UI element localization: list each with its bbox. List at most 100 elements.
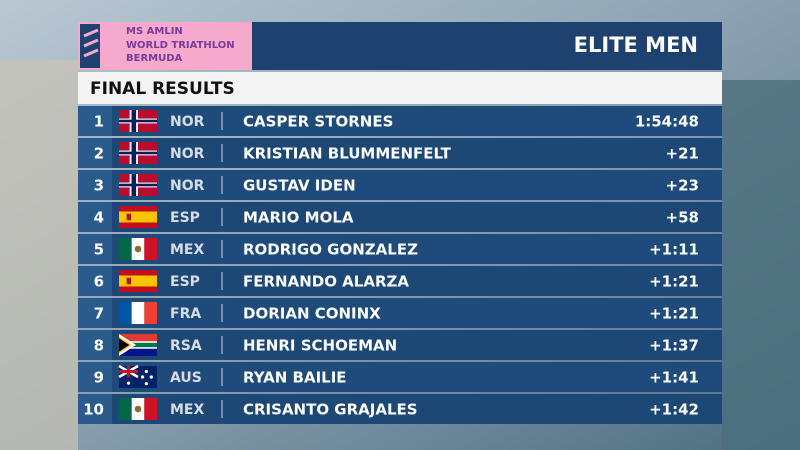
row-background	[78, 266, 722, 296]
rank-cell	[78, 234, 112, 264]
rank-cell	[78, 138, 112, 168]
flag-part	[144, 382, 148, 386]
result-row: 3 NOR GUSTAV IDEN +23	[78, 170, 722, 200]
athlete-name: MARIO MOLA	[243, 209, 354, 227]
flag	[118, 364, 157, 388]
time: +23	[666, 177, 699, 195]
results-table: 1 NOR CASPER STORNES 1:54:48 2 NOR KRISTIAN BL…	[78, 106, 722, 424]
rank: 9	[94, 369, 104, 387]
flag-part	[144, 238, 157, 260]
title: ELITE MEN	[574, 33, 698, 57]
flag-part	[140, 375, 145, 379]
result-row: 7 FRA DORIAN CONINX +1:21	[78, 298, 722, 328]
rank-cell	[78, 330, 112, 360]
logo-stripes	[83, 28, 99, 58]
flag-part	[126, 381, 131, 385]
flag-part	[119, 275, 157, 287]
country-code: MEX	[170, 402, 204, 418]
country-code: NOR	[170, 178, 205, 194]
flag-part	[134, 405, 142, 413]
time: +21	[666, 145, 699, 163]
result-row: 1 NOR CASPER STORNES 1:54:48	[78, 106, 722, 136]
row-background	[78, 394, 722, 424]
rank: 4	[94, 209, 104, 227]
background-water	[722, 80, 800, 450]
result-row: 9 AUS RYAN BAILIE +1:41	[78, 362, 722, 392]
rank-cell	[78, 362, 112, 392]
row-background	[78, 234, 722, 264]
row-background	[78, 138, 722, 168]
time: +58	[666, 209, 699, 227]
flag-part	[149, 375, 153, 379]
athlete-name: HENRI SCHOEMAN	[243, 337, 397, 355]
rank-cell	[78, 394, 112, 424]
athlete-name: FERNANDO ALARZA	[243, 273, 409, 291]
country-code: AUS	[170, 370, 202, 386]
athlete-name: DORIAN CONINX	[243, 305, 381, 323]
country-code: RSA	[170, 338, 202, 354]
logo-text: WORLD TRIATHLON	[126, 40, 235, 51]
flag-part	[119, 334, 157, 345]
result-row: 4 ESP MARIO MOLA +58	[78, 202, 722, 232]
country-code: MEX	[170, 242, 204, 258]
flag	[119, 206, 157, 228]
logo-box	[78, 22, 252, 70]
flag	[119, 142, 157, 164]
athlete-name: RYAN BAILIE	[243, 369, 347, 387]
result-row: 5 MEX RODRIGO GONZALEZ +1:11	[78, 234, 722, 264]
row-background	[78, 202, 722, 232]
athlete-name: CASPER STORNES	[243, 113, 393, 131]
flag-part	[119, 151, 157, 155]
country-code: NOR	[170, 114, 205, 130]
flag	[119, 238, 157, 260]
rank-cell	[78, 106, 112, 136]
flag-part	[119, 345, 157, 356]
rank: 6	[94, 273, 104, 291]
result-row: 8 RSA HENRI SCHOEMAN +1:37	[78, 330, 722, 360]
subtitle-bar	[78, 72, 722, 104]
background-building	[0, 60, 78, 450]
flag-part	[126, 213, 132, 221]
athlete-name: GUSTAV IDEN	[243, 177, 356, 195]
result-row: 6 ESP FERNANDO ALARZA +1:21	[78, 266, 722, 296]
row-background	[78, 362, 722, 392]
logo-text: MS AMLIN	[126, 26, 183, 37]
time: +1:21	[649, 305, 699, 323]
flag-part	[119, 370, 138, 373]
flag-part	[119, 342, 157, 348]
rank: 3	[94, 177, 104, 195]
rank: 8	[94, 337, 104, 355]
flag-part	[119, 119, 157, 123]
flag	[119, 398, 157, 420]
rank-cell	[78, 298, 112, 328]
rank-cell	[78, 202, 112, 232]
flag-part	[119, 211, 157, 223]
country-code: ESP	[170, 274, 200, 290]
time: +1:42	[649, 401, 699, 419]
flag	[119, 110, 157, 132]
flag-part	[119, 302, 132, 324]
flag-part	[119, 183, 157, 187]
flag	[119, 270, 157, 292]
rank: 2	[94, 145, 104, 163]
flag-part	[144, 302, 157, 324]
athlete-name: RODRIGO GONZALEZ	[243, 241, 418, 259]
flag-part	[119, 338, 130, 352]
rank: 10	[83, 401, 104, 419]
flag	[119, 302, 157, 324]
flag-part	[144, 398, 157, 420]
country-code: ESP	[170, 210, 200, 226]
rank: 7	[94, 305, 104, 323]
rank-cell	[78, 266, 112, 296]
row-background	[78, 330, 722, 360]
row-background	[78, 106, 722, 136]
time: +1:11	[649, 241, 699, 259]
result-row: 2 NOR KRISTIAN BLUMMENFELT +21	[78, 138, 722, 168]
flag-part	[131, 302, 145, 324]
time: +1:41	[649, 369, 699, 387]
row-background	[78, 170, 722, 200]
rank-cell	[78, 170, 112, 200]
country-code: NOR	[170, 146, 205, 162]
rank: 5	[94, 241, 104, 259]
